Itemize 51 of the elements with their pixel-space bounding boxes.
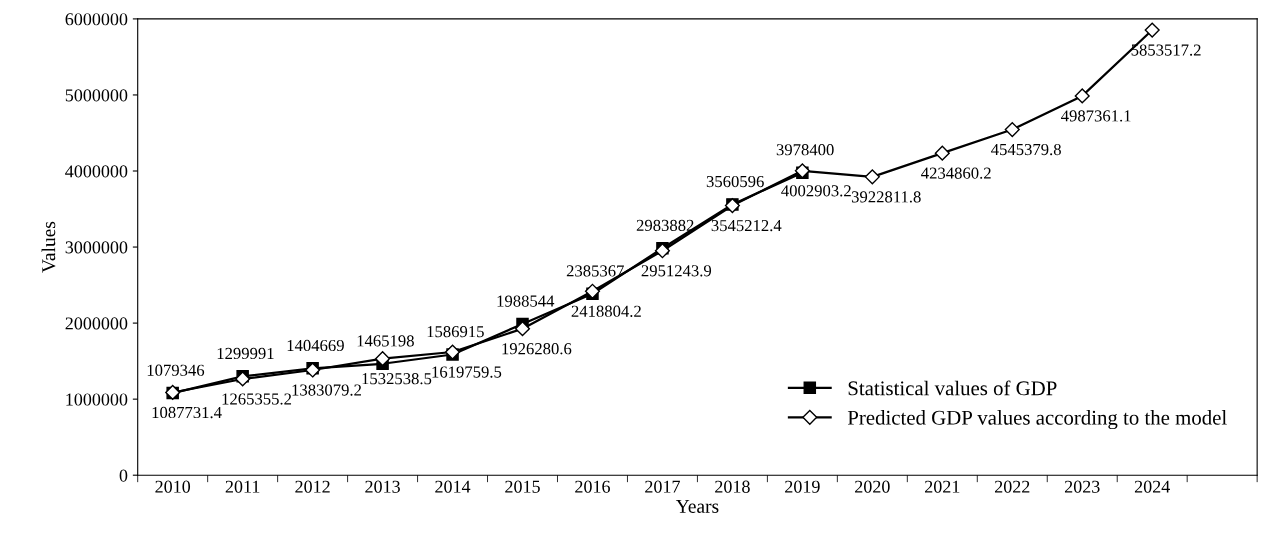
y-tick-label: 2000000: [65, 317, 128, 330]
x-tick-label: 2022: [995, 480, 1030, 493]
y-tick-label: 0: [119, 469, 128, 482]
data-label: 1586915: [427, 325, 484, 338]
data-label: 4545379.8: [991, 143, 1061, 156]
x-tick-label: 2013: [365, 480, 400, 493]
data-label: 1087731.4: [152, 406, 222, 419]
legend-label: Statistical values of GDP: [848, 380, 1057, 396]
data-label: 3545212.4: [711, 220, 782, 232]
x-tick-label: 2020: [855, 480, 890, 493]
x-tick-label: 2010: [155, 480, 191, 493]
data-label: 4234860.2: [921, 167, 991, 179]
data-label: 4002903.2: [781, 185, 851, 197]
data-label: 2983882: [636, 219, 694, 231]
data-label: 3560596: [706, 175, 764, 188]
data-label: 5853517.2: [1131, 44, 1201, 56]
data-label: 1988544: [497, 295, 555, 307]
x-tick-label: 2023: [1064, 480, 1100, 493]
x-tick-label: 2017: [645, 480, 680, 493]
x-tick-label: 2024: [1134, 480, 1170, 493]
y-tick-label: 6000000: [65, 13, 128, 26]
x-axis-title: Years: [675, 499, 719, 513]
x-tick-label: 2014: [435, 480, 471, 493]
data-label: 1079346: [147, 364, 205, 376]
y-tick-label: 3000000: [65, 241, 128, 254]
y-tick-label: 5000000: [65, 89, 128, 102]
data-label: 1619759.5: [432, 366, 502, 378]
x-tick-label: 2015: [505, 480, 540, 493]
y-axis-title: Values: [41, 221, 56, 273]
data-label: 1532538.5: [362, 373, 432, 385]
x-tick-label: 2018: [715, 480, 750, 493]
x-tick-label: 2021: [925, 480, 960, 493]
data-label: 3922811.8: [851, 191, 921, 203]
data-label: 1265355.2: [222, 393, 292, 405]
data-label: 2951243.9: [641, 265, 712, 277]
y-tick-label: 1000000: [66, 393, 128, 406]
x-tick-label: 2011: [225, 480, 260, 493]
data-label: 1404669: [287, 339, 344, 352]
x-tick-label: 2016: [575, 480, 610, 493]
data-label: 4987361.1: [1061, 110, 1131, 122]
x-tick-label: 2012: [295, 480, 330, 493]
data-label: 3978400: [776, 144, 834, 156]
data-label: 2385367: [566, 265, 624, 277]
legend-label: Predicted GDP values according to the model: [847, 410, 1227, 430]
data-label: 1299991: [217, 347, 274, 360]
y-tick-label: 4000000: [65, 165, 128, 178]
data-label: 1926280.6: [502, 343, 572, 355]
data-label: 2418804.2: [571, 305, 641, 317]
data-label: 1465198: [357, 335, 414, 347]
x-tick-label: 2019: [785, 480, 820, 493]
data-label: 1383079.2: [292, 384, 361, 396]
